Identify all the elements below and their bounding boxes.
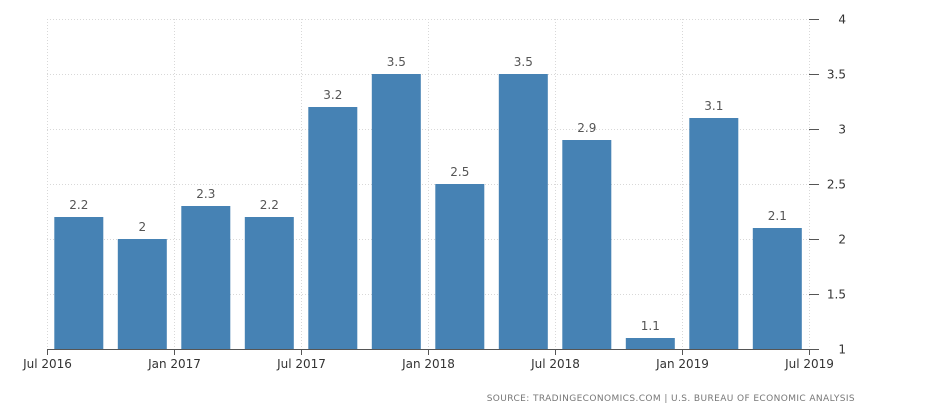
data-labels-layer: 2.2 2 2.3 2.2 3.2 3.5 2.5 3.5 2.9 1.1 3.1 2.1 [69,55,787,333]
x-tick-label: Jul 2017 [276,357,326,371]
data-label: 3.5 [514,55,533,69]
y-tick-label: 3 [838,123,846,137]
bar [117,239,167,349]
y-tick-label: 2 [838,233,846,247]
x-tick-label: Jul 2016 [22,357,72,371]
bar [435,184,485,349]
data-label: 2.5 [450,165,469,179]
data-label: 2.2 [260,198,279,212]
data-label: 3.2 [323,88,342,102]
x-tick-label: Jul 2018 [530,357,580,371]
source-note: SOURCE: TRADINGECONOMICS.COM | U.S. BURE… [486,394,855,404]
y-tick-label: 1.5 [827,288,846,302]
data-label: 3.5 [387,55,406,69]
data-label: 2.1 [768,209,787,223]
x-tick-label: Jan 2019 [655,357,709,371]
data-label: 2.9 [577,121,596,135]
bar [498,74,548,349]
y-tick-label: 3.5 [827,68,846,82]
y-tick-label: 1 [838,343,846,357]
bar-chart: 2.2 2 2.3 2.2 3.2 3.5 2.5 3.5 2.9 1.1 3.1 2.1 1 1.5 2… [22,13,846,372]
bar [371,74,421,349]
x-tick-label: Jan 2018 [401,357,455,371]
y-tick-label: 4 [838,13,846,27]
bar [752,228,802,349]
x-tick-label: Jul 2019 [784,357,834,371]
axes-layer: 1 1.5 2 2.5 3 3.5 4 Jul 2016 Jan 2017 Jul 2017 Jan… [22,13,846,372]
data-label: 3.1 [704,99,723,113]
x-tick-label: Jan 2017 [147,357,201,371]
data-label: 2.2 [69,198,88,212]
bar [689,118,739,349]
bar [625,338,675,349]
bars-layer [54,74,802,349]
bar [244,217,294,349]
bar [308,107,358,349]
data-label: 1.1 [641,319,660,333]
data-label: 2.3 [196,187,215,201]
bar [181,206,231,349]
bar [562,140,612,349]
bar [54,217,104,349]
data-label: 2 [138,220,146,234]
y-tick-label: 2.5 [827,178,846,192]
